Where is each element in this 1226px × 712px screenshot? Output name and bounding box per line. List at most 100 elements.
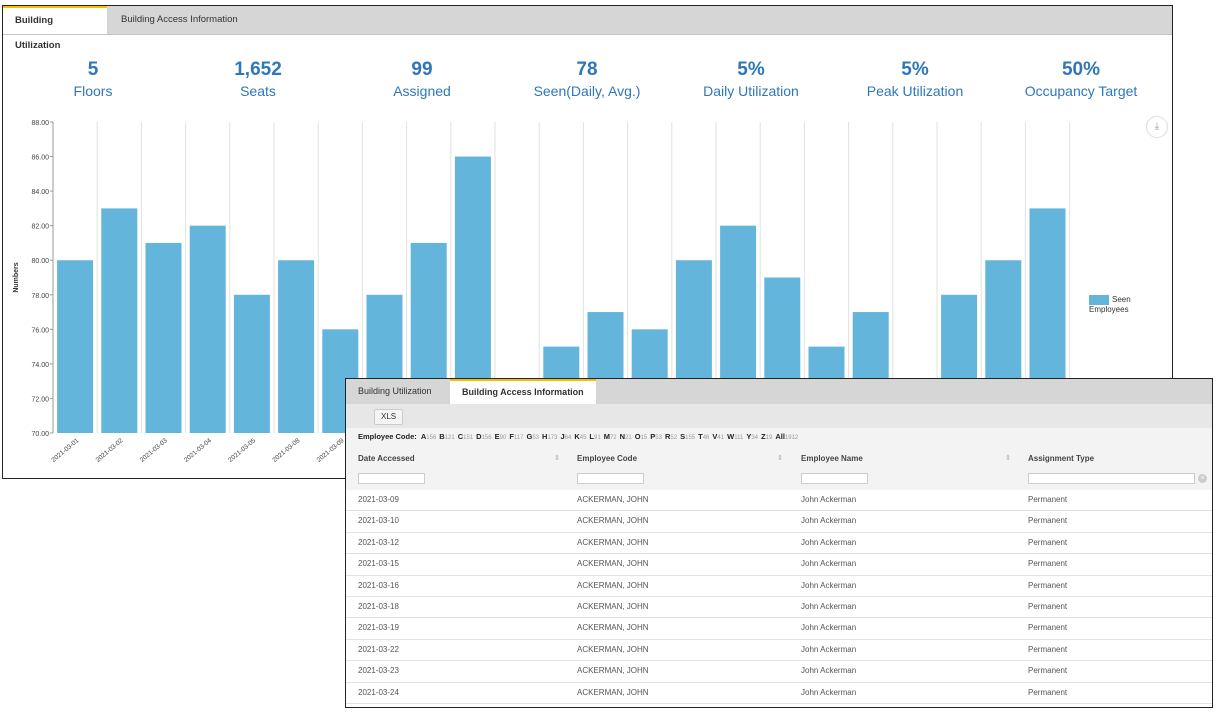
table-cell: Permanent [1028, 580, 1068, 590]
table-cell: ACKERMAN, JOHN [577, 537, 649, 547]
employee-code-count: 53 [655, 435, 662, 441]
employee-code-letter[interactable]: E [494, 432, 500, 441]
table-row[interactable]: 2021-03-15 ACKERMAN, JOHN John Ackerman Per… [346, 554, 1212, 576]
column-header-assignment-type[interactable]: Assignment Type [1028, 454, 1095, 463]
bar[interactable] [233, 294, 270, 433]
tab-bar: Building Utilization Building Access Inf… [3, 6, 1172, 51]
y-tick-label: 70.00 [31, 431, 49, 438]
sort-icon[interactable]: ⇕ [777, 455, 783, 462]
x-tick-label: 2021-03-04 [183, 437, 213, 464]
table-row[interactable]: 2021-03-10 ACKERMAN, JOHN John Ackerman Per… [346, 511, 1212, 533]
employee-code-letter[interactable]: S [680, 432, 686, 441]
sort-icon[interactable]: ⇕ [554, 455, 560, 462]
employee-code-count: 72 [609, 435, 617, 441]
employee-code-letter[interactable]: O [634, 432, 641, 441]
bar[interactable] [145, 242, 182, 433]
date-accessed-filter-input[interactable] [358, 473, 425, 484]
bar[interactable] [278, 260, 315, 433]
toolbar: XLS [346, 404, 1212, 428]
bar[interactable] [189, 225, 226, 433]
table-cell: ACKERMAN, JOHN [577, 687, 649, 697]
employee-code-letter[interactable]: A [420, 432, 427, 441]
kpi-label: Assigned [393, 83, 451, 99]
table-cell: Permanent [1028, 516, 1068, 526]
employee-code-letter[interactable]: T [698, 432, 703, 441]
employee-code-letter[interactable]: G [526, 432, 533, 441]
xls-export-button[interactable]: XLS [374, 409, 404, 425]
clear-filter-icon[interactable]: × [1198, 474, 1207, 483]
column-header-date-accessed[interactable]: Date Accessed [358, 454, 415, 463]
employee-code-count: 41 [717, 435, 725, 441]
table-cell: ACKERMAN, JOHN [577, 516, 649, 526]
employee-code-count: 173 [547, 435, 558, 441]
table-row[interactable]: 2021-03-16 ACKERMAN, JOHN John Ackerman Per… [346, 575, 1212, 597]
table-cell: 2021-03-24 [358, 687, 399, 697]
chart-legend[interactable]: Seen Employees [1089, 295, 1172, 314]
employee-code-letter[interactable]: P [650, 432, 656, 441]
building-access-panel: Building Utilization Building Access Inf… [345, 378, 1213, 708]
table-row[interactable]: 2021-03-24 ACKERMAN, JOHN John Ackerman Per… [346, 682, 1212, 704]
table-cell: ACKERMAN, JOHN [577, 559, 649, 569]
employee-code-letter[interactable]: F [509, 432, 514, 441]
employee-code-filter-input[interactable] [577, 473, 644, 484]
table-row[interactable]: 2021-03-23 ACKERMAN, JOHN John Ackerman Per… [346, 661, 1212, 683]
tab-building-utilization[interactable]: Building Utilization [3, 6, 107, 51]
sort-icon[interactable]: ⇕ [1005, 455, 1011, 462]
table-cell: 2021-03-15 [358, 559, 399, 569]
kpi-label: Seats [240, 83, 276, 99]
employee-code-count: 151 [463, 435, 474, 441]
table-cell: Permanent [1028, 666, 1068, 676]
x-tick-label: 2021-03-09 [316, 437, 346, 464]
table-cell: 2021-03-22 [358, 644, 399, 654]
employee-code-letter[interactable]: W [727, 432, 735, 441]
employee-code-letter[interactable]: L [589, 432, 595, 441]
employee-code-letter[interactable]: D [476, 432, 482, 441]
employee-code-letter[interactable]: Z [761, 432, 766, 441]
bar[interactable] [101, 208, 138, 433]
tab-building-utilization[interactable]: Building Utilization [358, 386, 432, 396]
employee-code-count: 45 [579, 435, 587, 441]
employee-code-letter[interactable]: All [775, 432, 785, 441]
employee-code-letter[interactable]: H [542, 432, 548, 441]
table-row[interactable]: 2021-03-19 ACKERMAN, JOHN John Ackerman Per… [346, 618, 1212, 640]
table-cell: 2021-03-10 [358, 516, 399, 526]
y-tick-label: 72.00 [31, 396, 49, 403]
y-tick-label: 82.00 [31, 224, 49, 231]
employee-name-filter-input[interactable] [801, 473, 868, 484]
employee-code-count: 15 [640, 435, 648, 441]
bar[interactable] [57, 260, 94, 433]
employee-code-letter[interactable]: Y [746, 432, 752, 441]
table-row[interactable]: 2021-03-18 ACKERMAN, JOHN John Ackerman Per… [346, 596, 1212, 619]
column-header-employee-name[interactable]: Employee Name [801, 454, 863, 463]
employee-code-letter[interactable]: V [712, 432, 718, 441]
employee-code-count: 155 [685, 435, 696, 441]
employee-code-count: 117 [513, 435, 524, 441]
employee-code-letter[interactable]: R [664, 432, 671, 441]
employee-code-count: 111 [734, 435, 744, 441]
kpi-seen-daily-avg: 78 Seen(Daily, Avg.) [507, 58, 667, 100]
download-chart-button[interactable]: ⤓ [1146, 116, 1168, 138]
employee-code-letter[interactable]: B [439, 432, 445, 441]
kpi-label: Daily Utilization [703, 83, 799, 99]
table-cell: Permanent [1028, 687, 1068, 697]
kpi-occupancy-target: 50% Occupancy Target [1001, 58, 1161, 100]
employee-code-letter[interactable]: M [603, 432, 610, 441]
employee-code-count: 64 [564, 435, 572, 441]
employee-code-letter[interactable]: C [457, 432, 464, 441]
employee-code-letter[interactable]: K [574, 432, 580, 441]
table-row[interactable]: 2021-03-09 ACKERMAN, JOHN John Ackerman Per… [346, 490, 1212, 512]
table-cell: John Ackerman [801, 623, 857, 633]
tab-building-access-information[interactable]: Building Access Information [121, 14, 238, 25]
employee-code-letter[interactable]: N [619, 432, 626, 441]
table-cell: ACKERMAN, JOHN [577, 495, 649, 504]
table-cell: Permanent [1028, 559, 1068, 569]
column-header-employee-code[interactable]: Employee Code [577, 454, 638, 463]
table-row[interactable]: 2021-03-22 ACKERMAN, JOHN John Ackerman Per… [346, 639, 1212, 662]
y-tick-label: 88.00 [31, 120, 49, 127]
table-row[interactable]: 2021-03-12 ACKERMAN, JOHN John Ackerman Per… [346, 532, 1212, 555]
employee-code-count: 52 [670, 435, 678, 441]
tab-building-access-information[interactable]: Building Access Information [450, 379, 596, 404]
employee-code-letter[interactable]: J [560, 432, 565, 441]
assignment-type-filter-input[interactable] [1028, 473, 1195, 484]
